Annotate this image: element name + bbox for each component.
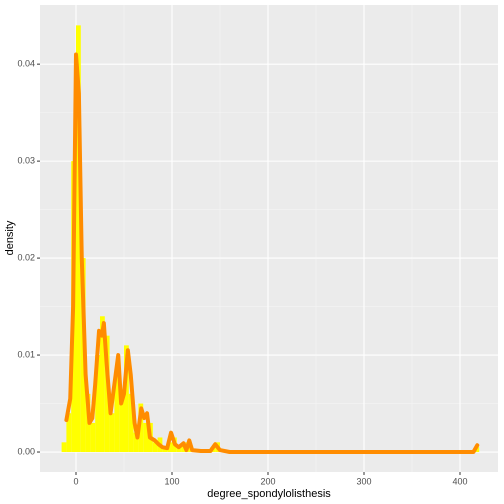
y-tick-label: 0.02 (17, 252, 35, 262)
histogram-bar (66, 413, 72, 453)
histogram-bar (99, 316, 105, 453)
histogram-bar (119, 393, 124, 453)
histogram-bar (75, 25, 81, 453)
x-tick-label: 100 (164, 476, 179, 486)
x-tick-label: 400 (452, 476, 467, 486)
x-axis-title: degree_spondylolisthesis (207, 488, 331, 500)
y-tick-label: 0.03 (17, 155, 35, 165)
y-axis-title: density (4, 220, 16, 255)
histogram-bar (167, 442, 172, 453)
x-tick-label: 300 (356, 476, 371, 486)
histogram-bar (128, 393, 134, 453)
histogram-bar (152, 442, 158, 453)
histogram-bar (114, 374, 120, 453)
histogram-bar (95, 355, 100, 453)
histogram-bar (133, 432, 139, 453)
density-line (64, 52, 480, 455)
y-tick-label: 0.00 (17, 446, 35, 456)
histogram-bar (61, 442, 67, 453)
histogram-bar (109, 413, 115, 453)
y-tick-label: 0.01 (17, 349, 35, 359)
histogram-bar (143, 422, 148, 453)
histogram-bar (123, 345, 129, 453)
x-tick-label: 0 (73, 476, 78, 486)
histogram-bar (138, 403, 144, 453)
x-tick-label: 200 (260, 476, 275, 486)
y-tick-label: 0.04 (17, 59, 35, 69)
histogram-bar (176, 447, 182, 453)
histogram-bar (90, 422, 96, 453)
